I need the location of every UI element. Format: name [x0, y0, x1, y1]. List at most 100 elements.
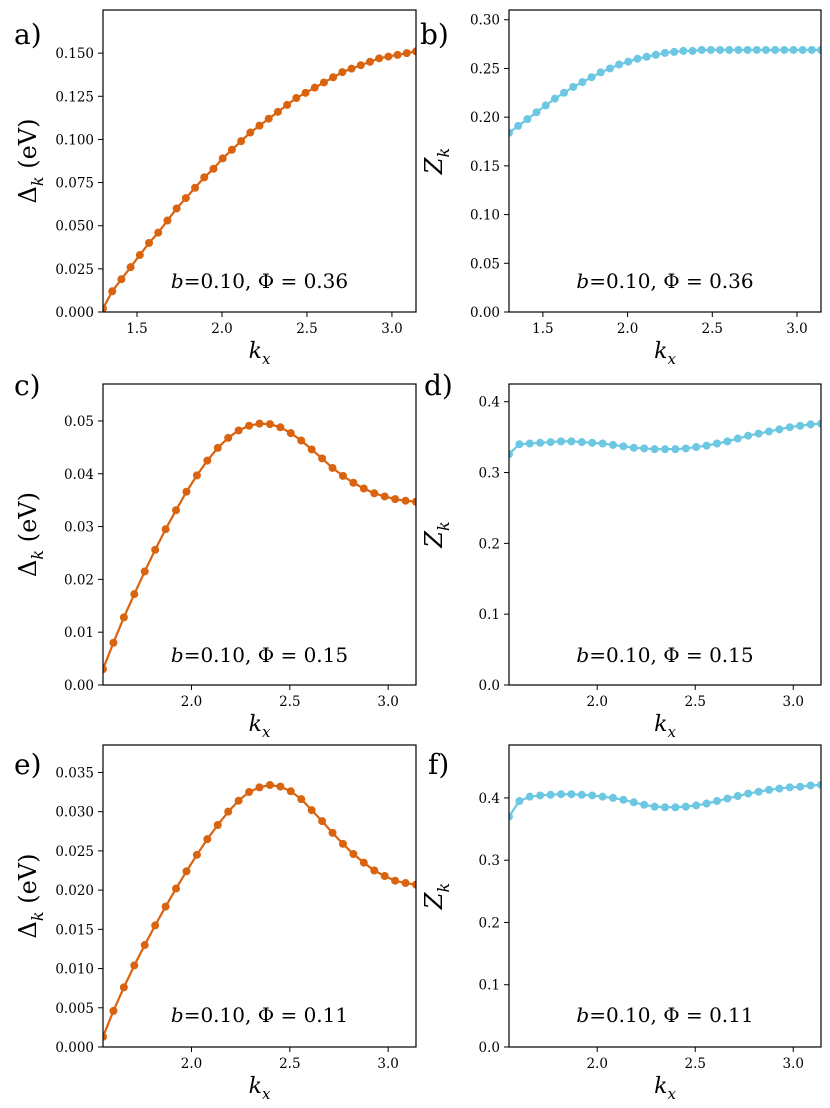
data-point [192, 850, 201, 859]
data-point [765, 785, 773, 794]
data-point [744, 431, 753, 440]
y-tick-label: 0.030 [55, 805, 94, 821]
data-point [771, 45, 780, 54]
data-point [671, 445, 680, 454]
y-tick-label: 0.1 [479, 607, 500, 623]
parameter-annotation: b=0.10, Φ = 0.15 [576, 643, 753, 667]
y-axis-label: Zk [420, 521, 453, 548]
data-point [401, 879, 410, 888]
data-point [192, 471, 201, 480]
data-point [319, 78, 328, 87]
data-point [817, 419, 821, 428]
data-point [108, 287, 117, 296]
x-tick-label: 2.5 [279, 694, 300, 710]
y-tick-label: 0.025 [55, 262, 94, 278]
data-point [807, 45, 816, 54]
data-point [307, 445, 316, 454]
data-point [661, 48, 669, 57]
x-tick-label: 2.0 [586, 694, 607, 710]
data-point [301, 88, 310, 97]
x-tick-label: 2.0 [586, 1056, 607, 1072]
data-point [525, 792, 534, 801]
data-point [154, 228, 163, 237]
data-point [338, 839, 347, 848]
data-point [640, 444, 649, 453]
data-point [723, 794, 732, 803]
data-point [806, 420, 815, 429]
data-point [567, 790, 576, 799]
data-point [286, 787, 295, 796]
data-point [276, 423, 285, 432]
data-point [692, 801, 701, 810]
data-point [716, 45, 725, 54]
data-point [633, 54, 642, 63]
data-point [384, 52, 393, 61]
panel-f: 2.0 2.5 3.0 0.0 0.1 0.2 0.3 0.4 f) kx Zk b=0.10, Φ … [420, 744, 822, 1103]
y-tick-label: 0.025 [55, 844, 94, 860]
data-point [103, 304, 107, 312]
data-point [203, 456, 212, 465]
data-point [297, 795, 306, 804]
data-point [725, 45, 734, 54]
x-tick-label: 2.0 [181, 694, 202, 710]
data-point [670, 47, 679, 56]
parameter-annotation: b=0.10, Φ = 0.11 [171, 1003, 348, 1027]
y-tick-label: 0.05 [470, 256, 500, 272]
x-tick-label: 2.5 [684, 1056, 705, 1072]
y-tick-label: 0.02 [64, 572, 94, 588]
plot-frame [508, 9, 822, 313]
data-point [349, 850, 358, 859]
data-point [754, 787, 763, 796]
data-point [752, 45, 761, 54]
data-point [515, 440, 524, 449]
data-point [117, 275, 126, 284]
data-point [181, 194, 190, 203]
data-point [588, 791, 597, 800]
data-point [532, 108, 541, 117]
data-point [412, 497, 416, 506]
data-point [651, 50, 660, 59]
data-point [255, 783, 264, 792]
data-point [140, 941, 149, 950]
data-point [370, 866, 379, 875]
series-d [509, 419, 821, 459]
x-axis-label: kx [654, 339, 676, 368]
data-point [536, 438, 545, 447]
y-tick-label: 0.015 [55, 922, 94, 938]
data-point [785, 423, 794, 432]
data-point [264, 114, 273, 123]
data-point [273, 107, 282, 116]
y-axis-label: Δk (eV) [14, 492, 47, 577]
data-point [681, 802, 690, 811]
x-axis-label: kx [654, 712, 676, 741]
data-point [130, 590, 139, 599]
data-point [761, 45, 770, 54]
data-point [546, 438, 555, 447]
data-point [161, 902, 170, 911]
data-point [161, 525, 170, 534]
y-tick-label: 0.000 [55, 305, 94, 321]
data-point [328, 828, 337, 837]
x-tick-label: 2.5 [702, 321, 723, 337]
y-tick-label: 0.0 [479, 1040, 500, 1056]
y-tick-label: 0.15 [470, 159, 500, 175]
x-tick-label: 3.0 [377, 1056, 398, 1072]
data-point [328, 463, 337, 472]
series-line [509, 783, 821, 818]
data-point [796, 421, 805, 430]
data-point [329, 73, 338, 82]
panel-label: d) [424, 369, 453, 402]
x-tick-label: 3.0 [786, 321, 807, 337]
data-point [255, 419, 264, 428]
data-point [103, 1032, 107, 1041]
y-tick-label: 0.25 [470, 61, 500, 77]
data-point [140, 567, 149, 576]
y-tick-label: 0.1 [479, 978, 500, 994]
data-point [356, 61, 365, 70]
data-point [577, 438, 586, 447]
plot-frame [102, 744, 417, 1048]
data-point [213, 821, 222, 830]
x-tick-label: 2.0 [181, 1056, 202, 1072]
x-tick-label: 2.5 [296, 321, 317, 337]
